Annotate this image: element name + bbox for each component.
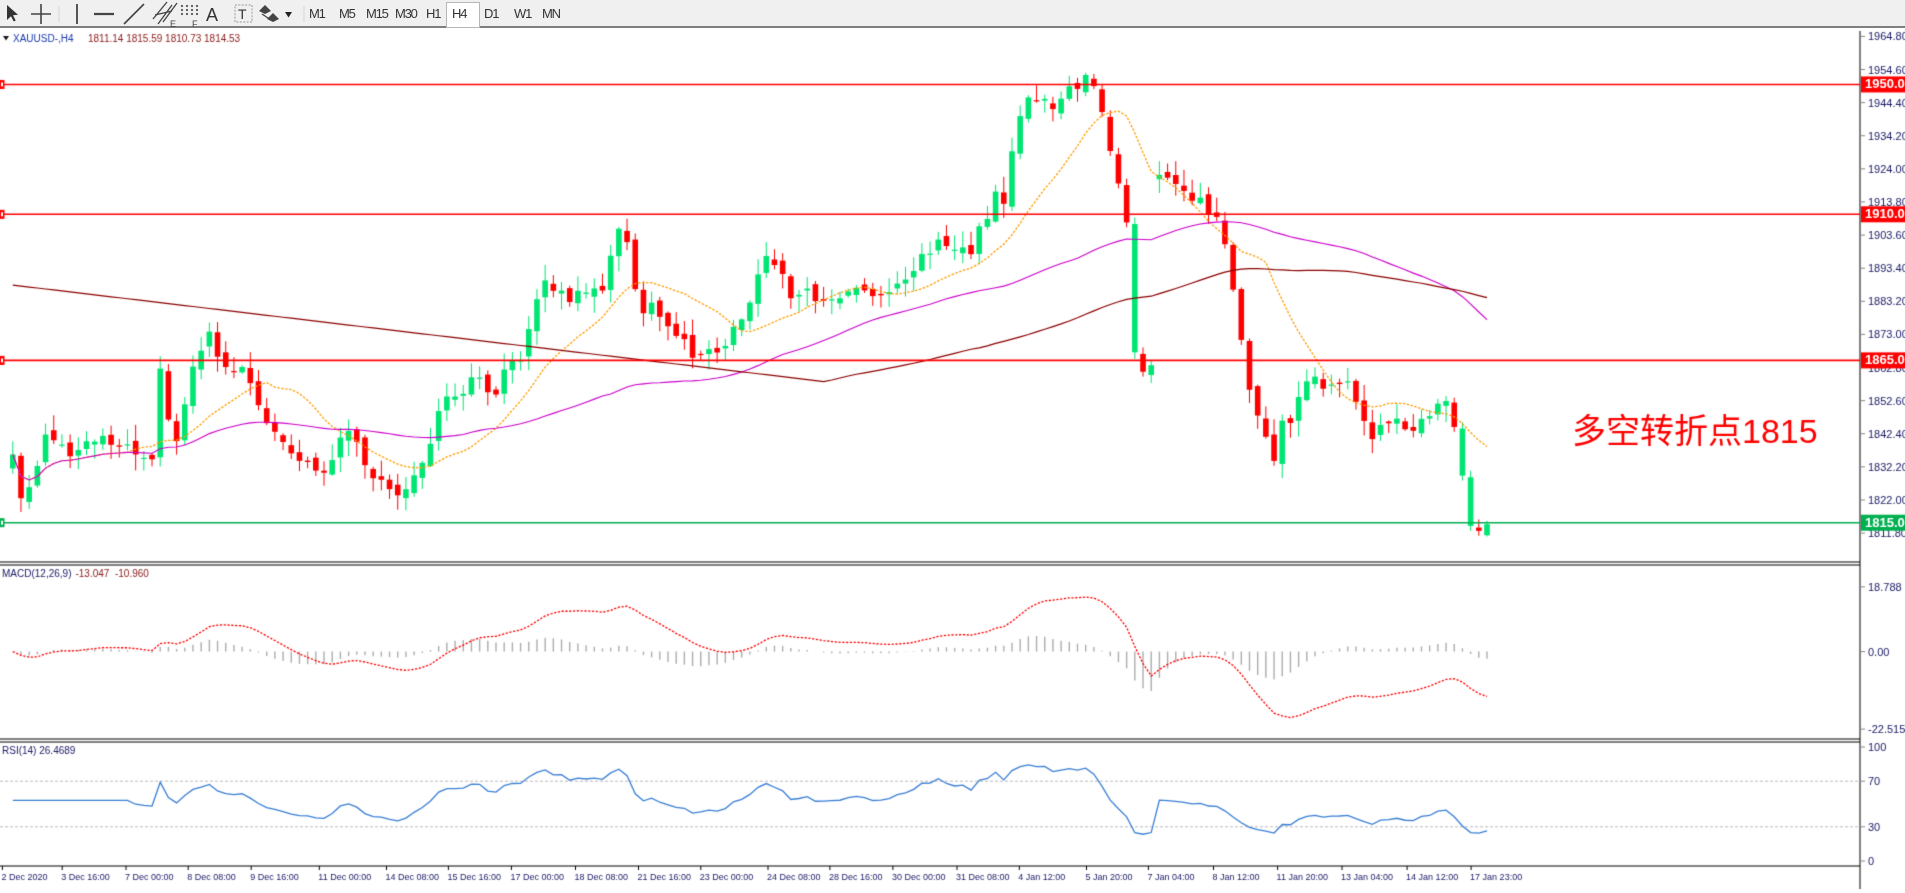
svg-text:E: E [170, 19, 176, 28]
svg-text:T: T [238, 6, 247, 22]
svg-text:F: F [192, 19, 198, 28]
svg-text:A: A [206, 5, 218, 25]
